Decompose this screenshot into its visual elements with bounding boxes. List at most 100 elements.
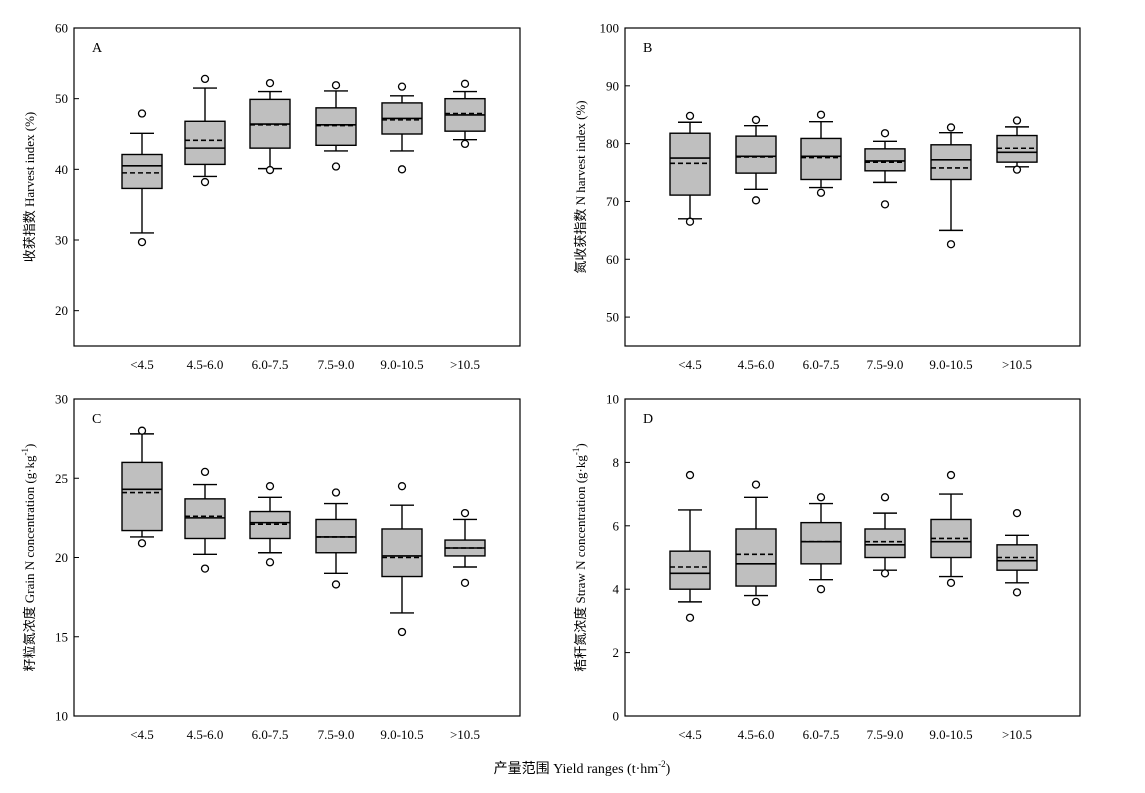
panel-d-box-5	[930, 470, 972, 588]
panel-c-xtick-label: 9.0-10.5	[380, 727, 423, 742]
outlier-point	[137, 237, 147, 247]
panel-d: D 0 2 4 6 8 10 <4.5 4.5-6.0 6.0-7.5 7.5-9.0 9.0-10.…	[571, 392, 1081, 742]
outlier-point	[137, 109, 147, 118]
iqr-box	[669, 132, 711, 196]
outlier-point	[137, 426, 147, 435]
outlier-point	[397, 482, 407, 491]
outlier-point	[200, 564, 210, 573]
iqr-box	[121, 461, 163, 532]
panel-c-frame	[73, 398, 521, 717]
outlier-point	[265, 165, 275, 175]
panel-c-y-axis-label-sup: -1	[20, 448, 30, 456]
panel-b-label: B	[643, 41, 652, 56]
panel-d-ytick-label: 6	[613, 518, 620, 533]
panel-c-box-2	[184, 467, 226, 573]
panel-c-ytick-label: 15	[55, 629, 68, 644]
panel-b-ytick-label: 100	[600, 21, 620, 36]
outlier-point	[200, 74, 210, 84]
outlier-point	[685, 217, 695, 226]
panel-a-label: A	[92, 41, 103, 56]
panel-c-ytick-label: 10	[55, 709, 68, 724]
outlier-point	[880, 129, 890, 138]
outlier-point	[946, 123, 956, 132]
panel-b: B 50 60 70 80 90 100 <4.5 4.5-6.0 6.0-7.5 7.5-9.0 9…	[573, 21, 1081, 372]
outlier-point	[265, 78, 275, 88]
panel-c-xtick-label: >10.5	[450, 727, 480, 742]
panel-d-label: D	[643, 412, 653, 427]
panel-b-frame	[624, 27, 1081, 347]
outlier-point	[751, 480, 761, 489]
outlier-point	[880, 569, 890, 578]
panel-d-box-3	[800, 493, 842, 594]
outlier-point	[816, 585, 826, 594]
panel-d-xtick-label: <4.5	[678, 727, 702, 742]
panel-b-xtick-label: 9.0-10.5	[929, 357, 972, 372]
panel-b-xtick-label: <4.5	[678, 357, 702, 372]
outlier-point	[1012, 508, 1022, 518]
outlier-point	[331, 81, 341, 90]
panel-c-y-axis-label-tail: )	[22, 444, 37, 448]
panel-b-ytick-label: 60	[606, 252, 619, 267]
panel-d-box-2	[735, 480, 777, 607]
outlier-point	[397, 165, 407, 174]
panel-b-xtick-label: 6.0-7.5	[803, 357, 840, 372]
outlier-point	[397, 627, 407, 637]
panel-a-ytick-label: 50	[55, 91, 68, 106]
panel-c-box-5	[381, 482, 423, 637]
iqr-box	[735, 528, 777, 587]
panel-d-y-axis-label-tail: )	[573, 443, 588, 447]
outlier-point	[816, 493, 826, 502]
panel-a-box-5	[381, 82, 423, 174]
outlier-point	[1012, 165, 1022, 174]
panel-b-box-2	[735, 115, 777, 205]
outlier-point	[331, 162, 341, 171]
panel-c-xtick-label: 4.5-6.0	[187, 727, 224, 742]
panel-a-xtick-label: >10.5	[450, 357, 480, 372]
panel-c-box-4	[315, 488, 357, 589]
panel-b-xtick-label: 4.5-6.0	[738, 357, 775, 372]
outlier-point	[946, 240, 956, 249]
x-axis-caption: 产量范围 Yield ranges (t·hm-2)	[494, 759, 671, 777]
iqr-box	[735, 135, 777, 174]
outlier-point	[397, 82, 407, 91]
panel-b-box-4	[864, 129, 906, 209]
outlier-point	[265, 482, 275, 491]
outlier-point	[685, 613, 695, 622]
outlier-point	[685, 470, 695, 480]
outlier-point	[751, 597, 761, 607]
outlier-point	[460, 508, 470, 518]
panel-c-xtick-label: 7.5-9.0	[318, 727, 355, 742]
panel-c-ytick-label: 25	[55, 471, 68, 486]
outlier-point	[460, 578, 470, 588]
outlier-point	[331, 580, 341, 589]
outlier-point	[880, 200, 890, 209]
panel-b-y-axis-label-text: 氮收获指数 N harvest index (%)	[573, 100, 588, 273]
panel-c-ytick-label: 20	[55, 550, 68, 565]
panel-a-xtick-label: 7.5-9.0	[318, 357, 355, 372]
panel-d-xtick-label: 7.5-9.0	[867, 727, 904, 742]
panel-b-box-1	[669, 111, 711, 226]
outlier-point	[137, 539, 147, 548]
panel-b-ytick-label: 70	[606, 194, 619, 209]
panel-c-box-1	[121, 426, 163, 548]
panel-d-ytick-label: 4	[613, 582, 620, 597]
outlier-point	[200, 467, 210, 477]
panel-b-ytick-label: 80	[606, 136, 619, 151]
panel-d-xtick-label: >10.5	[1002, 727, 1032, 742]
panel-d-box-1	[669, 470, 711, 622]
panel-d-xtick-label: 4.5-6.0	[738, 727, 775, 742]
outlier-point	[880, 493, 890, 502]
outlier-point	[816, 110, 826, 119]
iqr-box	[800, 137, 842, 181]
outlier-point	[946, 578, 956, 588]
panel-a-ytick-label: 30	[55, 233, 68, 248]
iqr-box	[864, 528, 906, 559]
outlier-point	[460, 79, 470, 88]
outlier-point	[751, 115, 761, 125]
panel-a-xtick-label: 6.0-7.5	[252, 357, 289, 372]
panel-c: C 10 15 20 25 30 <4.5 4.5-6.0 6.0-7.5 7.5-9.0 9.0-…	[20, 392, 521, 742]
panel-a-ytick-label: 20	[55, 303, 68, 318]
panel-c-label: C	[92, 412, 101, 427]
panel-b-xtick-label: 7.5-9.0	[867, 357, 904, 372]
